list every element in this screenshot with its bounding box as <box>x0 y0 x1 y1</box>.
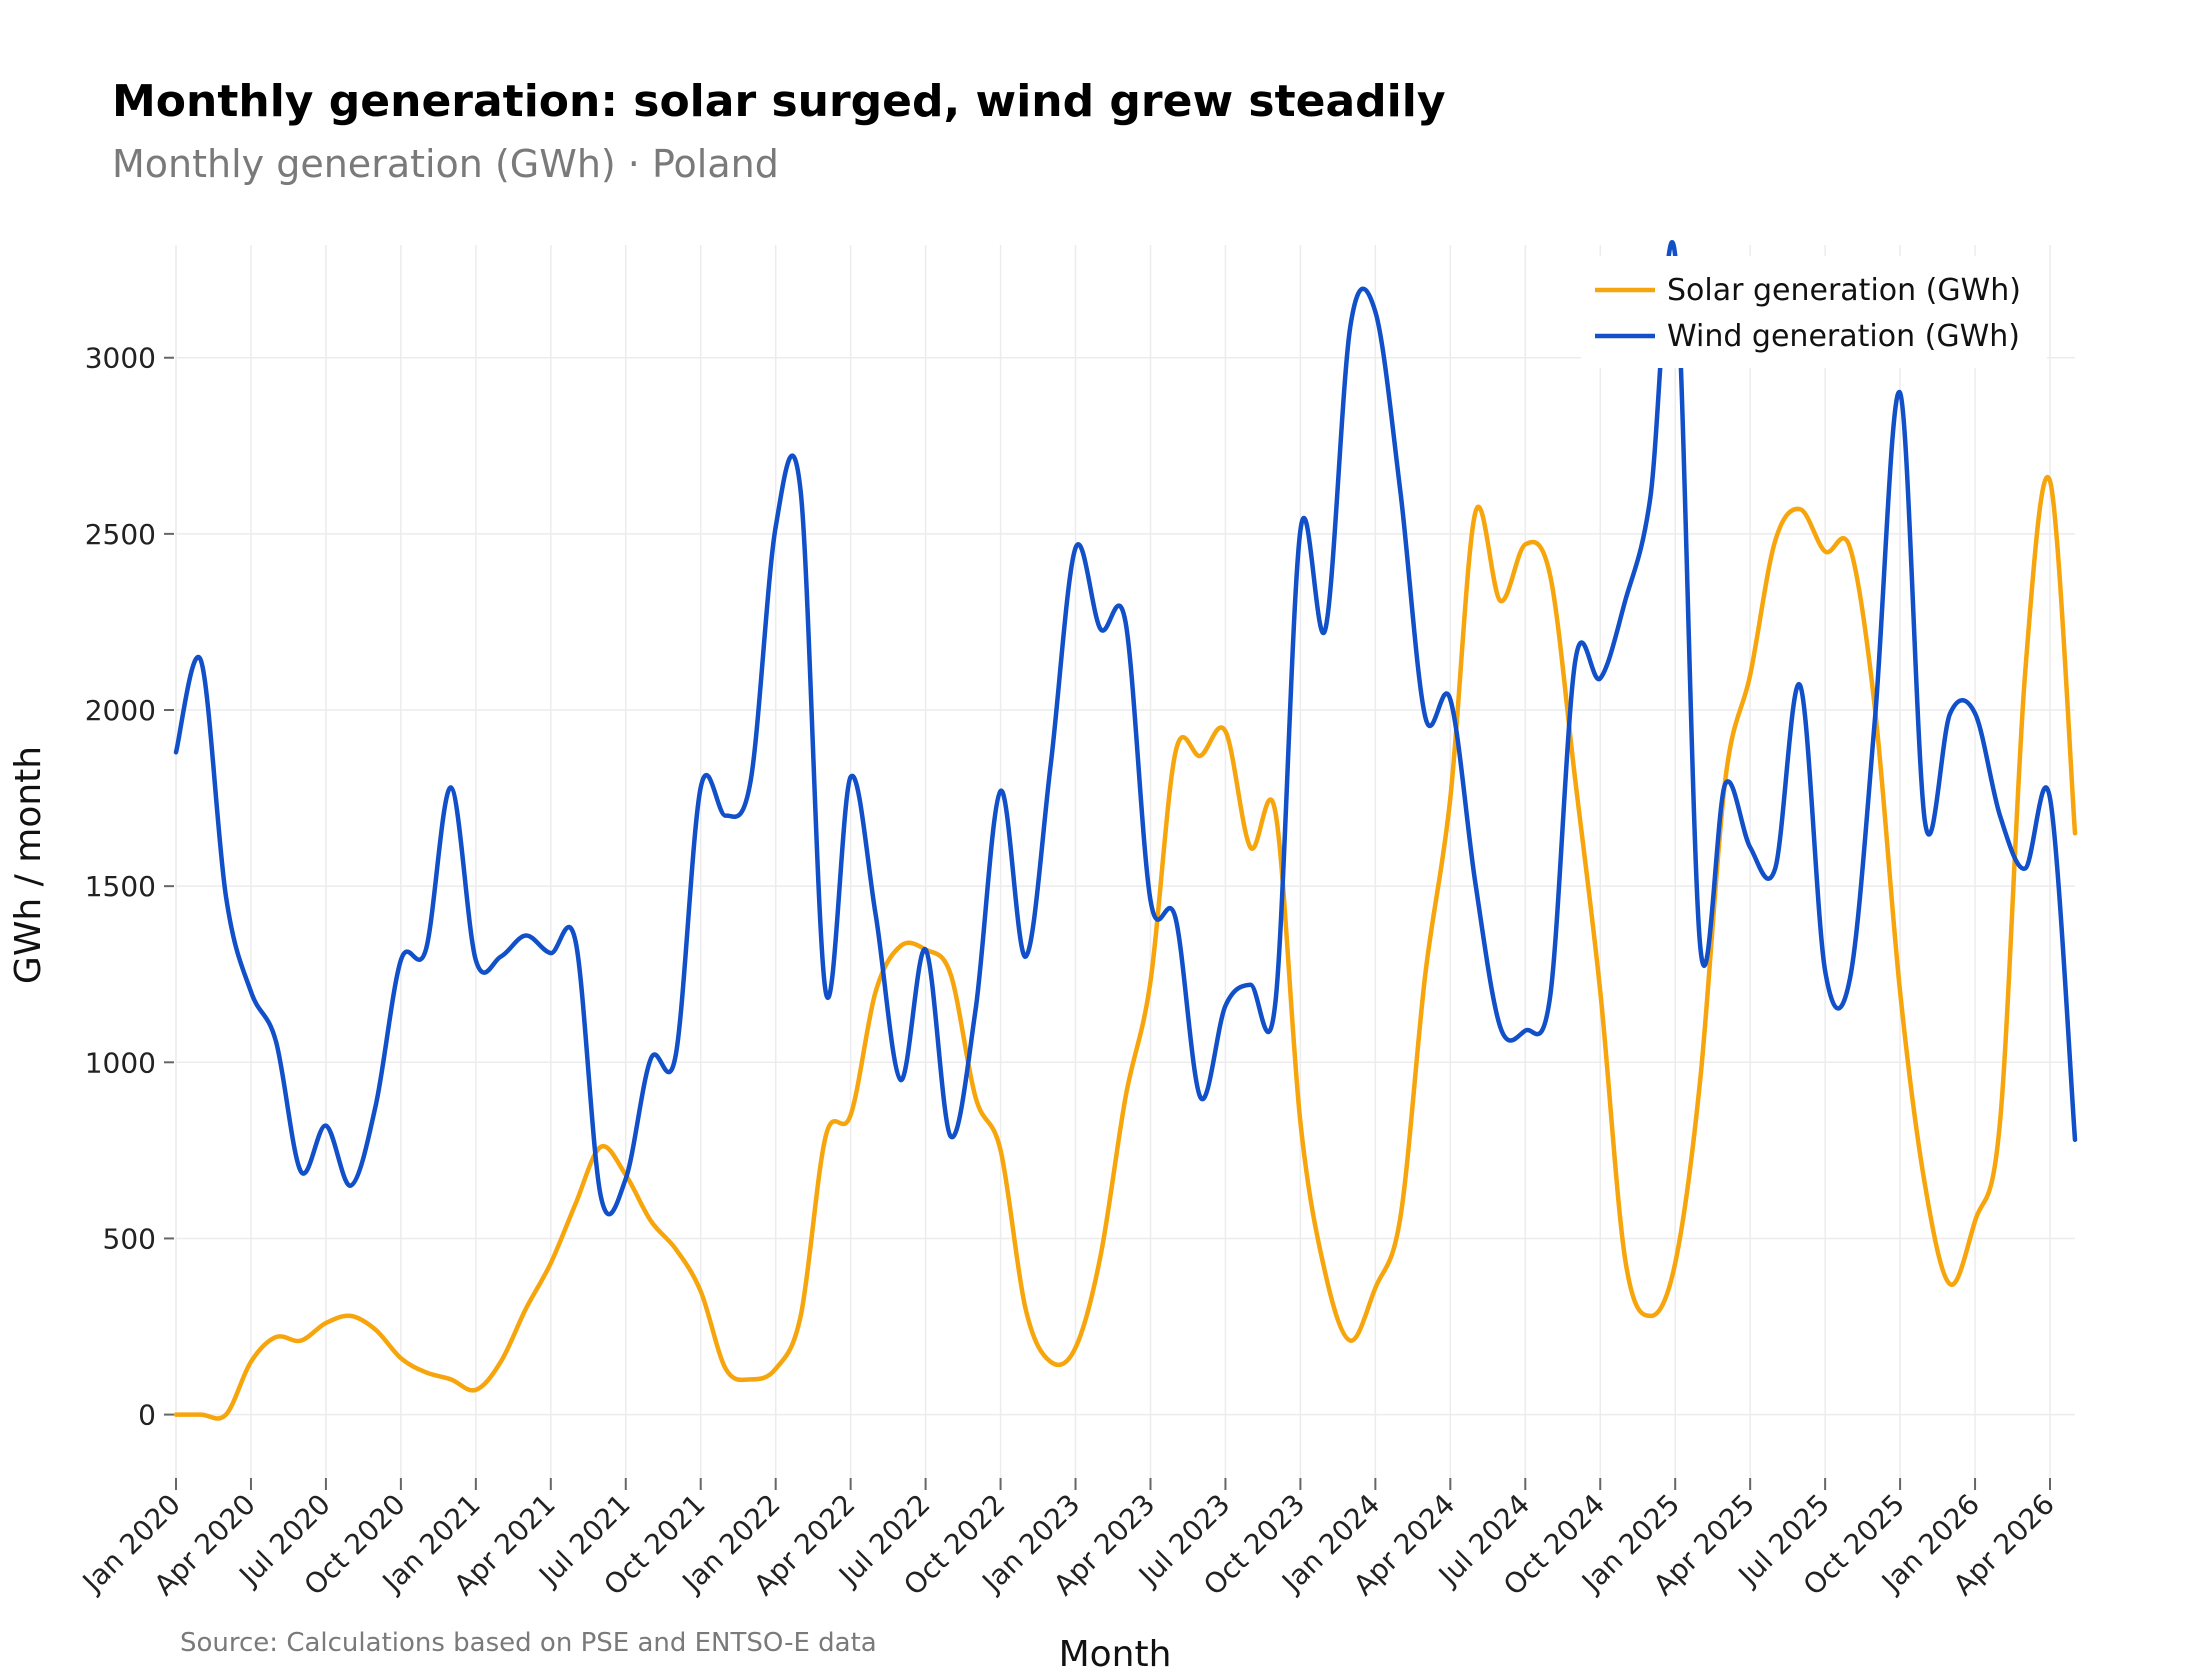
legend-label: Wind generation (GWh) <box>1667 319 2020 354</box>
y-tick-label: 0 <box>138 1399 156 1432</box>
chart-subtitle: Monthly generation (GWh) · Poland <box>112 142 779 186</box>
solar-series-line <box>173 475 2078 1421</box>
legend-label: Solar generation (GWh) <box>1667 273 2021 308</box>
legend-background <box>1581 256 2047 368</box>
source-note: Source: Calculations based on PSE and EN… <box>180 1628 877 1658</box>
y-tick-label: 1500 <box>85 870 156 903</box>
grid <box>175 245 2075 1478</box>
legend: Solar generation (GWh) Wind generation (G… <box>1581 256 2047 368</box>
series-lines <box>173 240 2078 1421</box>
wind-series-line <box>173 240 2078 1217</box>
y-axis-title: GWh / month <box>8 746 49 984</box>
x-axis-title: Month <box>1059 1634 1172 1675</box>
chart-title: Monthly generation: solar surged, wind g… <box>112 76 1446 127</box>
y-axis-ticks: 0 500 1000 1500 2000 2500 3000 <box>85 342 174 1432</box>
y-tick-label: 1000 <box>85 1046 156 1079</box>
y-tick-label: 2000 <box>85 694 156 727</box>
y-tick-label: 2500 <box>85 518 156 551</box>
y-tick-label: 3000 <box>85 342 156 375</box>
y-tick-label: 500 <box>103 1222 156 1255</box>
